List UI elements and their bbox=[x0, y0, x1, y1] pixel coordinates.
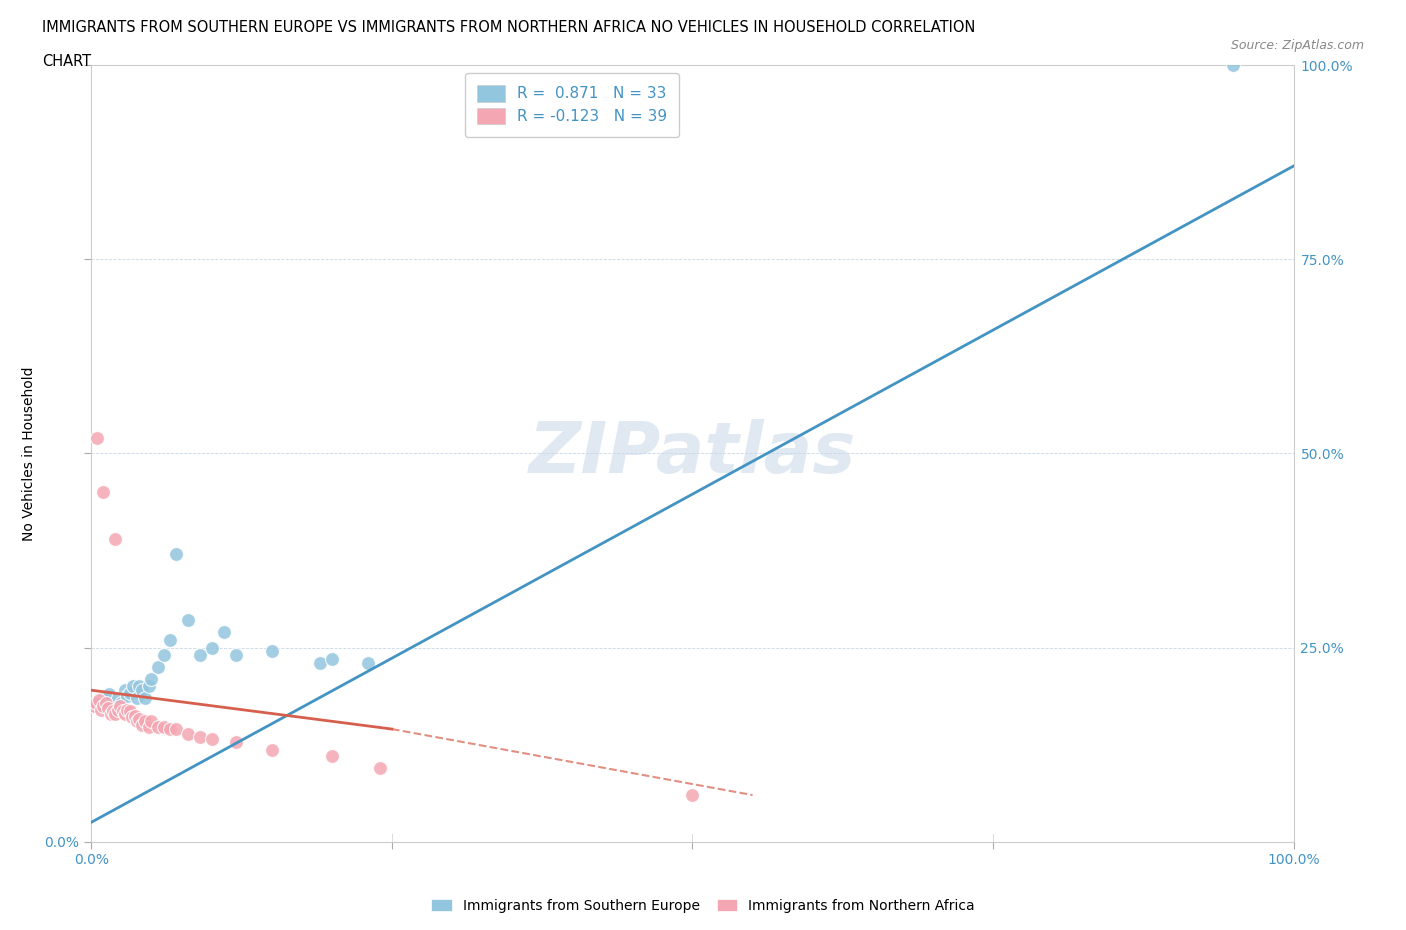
Point bbox=[308, 656, 330, 671]
Point bbox=[131, 718, 153, 733]
Point bbox=[321, 749, 343, 764]
Point bbox=[201, 732, 224, 747]
Point bbox=[93, 698, 115, 713]
Text: CHART: CHART bbox=[42, 54, 91, 69]
Point bbox=[93, 691, 115, 706]
Point bbox=[134, 714, 156, 729]
Point bbox=[125, 714, 148, 729]
Point bbox=[128, 679, 150, 694]
Point bbox=[212, 625, 235, 640]
Point bbox=[165, 722, 187, 737]
Point bbox=[176, 727, 198, 742]
Point bbox=[110, 696, 132, 711]
Point bbox=[104, 531, 127, 546]
Point bbox=[260, 644, 283, 658]
Point bbox=[104, 706, 127, 721]
Point bbox=[107, 702, 129, 717]
Point bbox=[107, 691, 129, 706]
Point bbox=[94, 693, 117, 708]
Point bbox=[188, 648, 211, 663]
Text: IMMIGRANTS FROM SOUTHERN EUROPE VS IMMIGRANTS FROM NORTHERN AFRICA NO VEHICLES I: IMMIGRANTS FROM SOUTHERN EUROPE VS IMMIG… bbox=[42, 20, 976, 35]
Point bbox=[94, 696, 117, 711]
Point bbox=[146, 659, 169, 674]
Legend: R =  0.871   N = 33, R = -0.123   N = 39: R = 0.871 N = 33, R = -0.123 N = 39 bbox=[465, 73, 679, 137]
Point bbox=[118, 685, 141, 700]
Point bbox=[101, 698, 124, 713]
Point bbox=[1222, 58, 1244, 73]
Point bbox=[124, 709, 146, 724]
Point bbox=[84, 696, 107, 711]
Point bbox=[146, 719, 169, 734]
Legend: Immigrants from Southern Europe, Immigrants from Northern Africa: Immigrants from Southern Europe, Immigra… bbox=[426, 894, 980, 919]
Point bbox=[138, 679, 160, 694]
Text: ZIPatlas: ZIPatlas bbox=[529, 418, 856, 488]
Point bbox=[86, 431, 108, 445]
Point bbox=[101, 704, 124, 719]
Point bbox=[117, 702, 139, 717]
Point bbox=[110, 698, 132, 713]
Point bbox=[90, 695, 112, 710]
Point bbox=[357, 656, 380, 671]
Point bbox=[111, 704, 134, 719]
Point bbox=[159, 722, 181, 737]
Point bbox=[93, 485, 115, 499]
Point bbox=[159, 632, 181, 647]
Point bbox=[83, 698, 105, 713]
Text: Source: ZipAtlas.com: Source: ZipAtlas.com bbox=[1230, 39, 1364, 52]
Point bbox=[104, 696, 127, 711]
Point bbox=[100, 706, 122, 721]
Point bbox=[188, 729, 211, 744]
Point bbox=[97, 700, 120, 715]
Point bbox=[128, 711, 150, 726]
Point bbox=[114, 683, 136, 698]
Point bbox=[98, 686, 121, 701]
Point bbox=[87, 693, 110, 708]
Point bbox=[121, 710, 143, 724]
Point bbox=[141, 714, 163, 729]
Point bbox=[90, 702, 112, 717]
Point bbox=[114, 706, 136, 721]
Point bbox=[152, 648, 174, 663]
Point bbox=[117, 688, 139, 703]
Point bbox=[225, 735, 247, 750]
Point bbox=[152, 719, 174, 734]
Point bbox=[134, 691, 156, 706]
Point bbox=[141, 671, 163, 686]
Point bbox=[131, 683, 153, 698]
Point bbox=[138, 719, 160, 734]
Point bbox=[118, 704, 141, 719]
Point bbox=[321, 652, 343, 667]
Point bbox=[176, 613, 198, 628]
Point bbox=[165, 547, 187, 562]
Point bbox=[125, 691, 148, 706]
Y-axis label: No Vehicles in Household: No Vehicles in Household bbox=[22, 366, 37, 540]
Point bbox=[260, 742, 283, 757]
Point bbox=[122, 679, 145, 694]
Point bbox=[201, 640, 224, 655]
Point bbox=[86, 698, 108, 713]
Point bbox=[368, 761, 391, 776]
Point bbox=[225, 648, 247, 663]
Point bbox=[681, 788, 703, 803]
